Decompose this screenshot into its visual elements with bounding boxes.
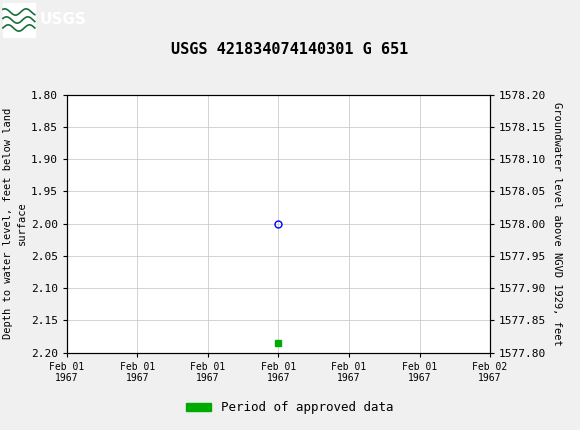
Legend: Period of approved data: Period of approved data [181, 396, 399, 419]
Y-axis label: Groundwater level above NGVD 1929, feet: Groundwater level above NGVD 1929, feet [552, 102, 562, 345]
Text: USGS 421834074140301 G 651: USGS 421834074140301 G 651 [171, 42, 409, 57]
FancyBboxPatch shape [3, 3, 35, 37]
Text: USGS: USGS [39, 12, 86, 28]
Y-axis label: Depth to water level, feet below land
surface: Depth to water level, feet below land su… [3, 108, 27, 339]
